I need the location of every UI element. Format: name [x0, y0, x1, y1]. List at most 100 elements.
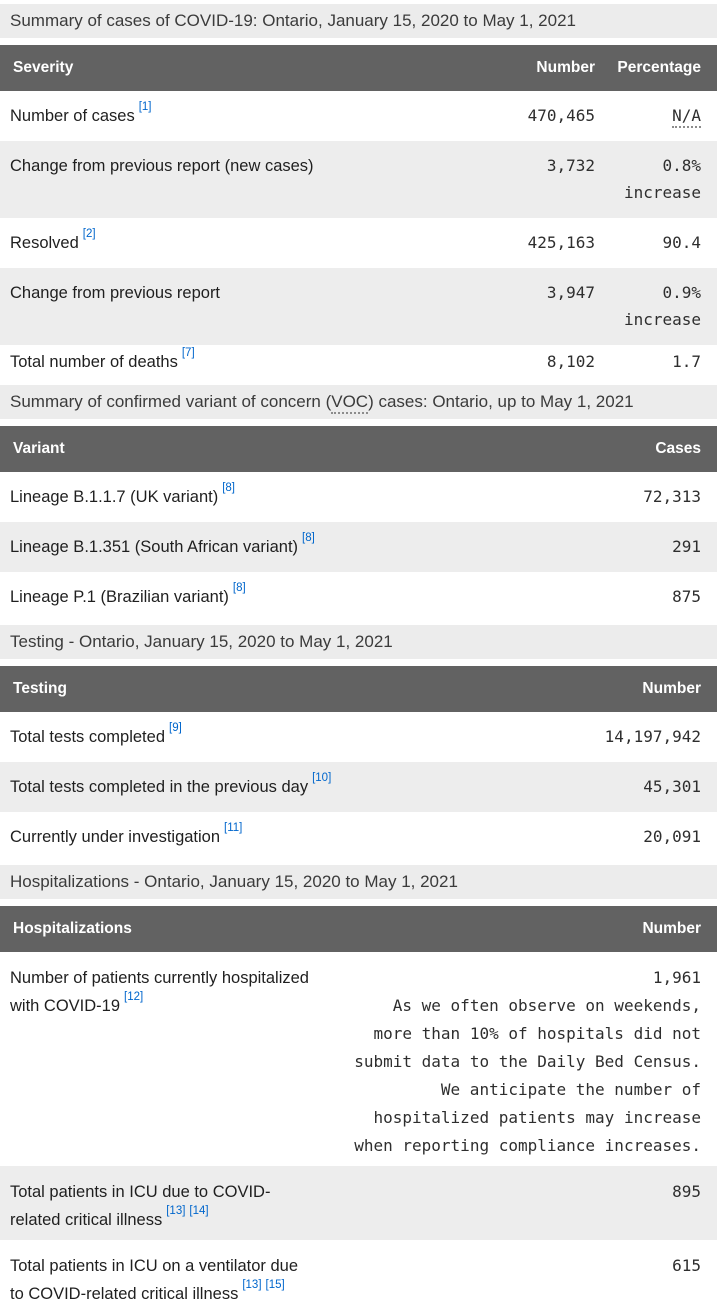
column-header-hospitalizations: Hospitalizations	[13, 920, 132, 937]
table-row: Resolved [2] 425,163 90.4	[0, 218, 717, 268]
row-number-cell: 1,961 As we often observe on weekends, m…	[320, 964, 701, 1160]
footnote-link[interactable]: [7]	[181, 346, 195, 359]
row-label: Resolved [2]	[10, 227, 467, 256]
row-label-text: Resolved	[10, 234, 79, 252]
row-label: Total patients in ICU on a ventilator du…	[10, 1252, 320, 1308]
footnote-link[interactable]: [13]	[166, 1204, 186, 1217]
row-label: Lineage B.1.1.7 (UK variant)[8]	[10, 481, 445, 510]
variants-table-caption: Summary of confirmed variant of concern …	[0, 385, 717, 419]
row-label-text: Total patients in ICU due to COVID-relat…	[10, 1183, 271, 1229]
column-header-number: Number	[536, 59, 595, 76]
footnote-link[interactable]: [13]	[242, 1278, 262, 1291]
footnote-ref: [8]	[302, 532, 315, 544]
hospitalizations-table: Hospitalizations - Ontario, January 15, …	[0, 865, 717, 1309]
row-number: 8,102	[546, 352, 595, 371]
row-number: 45,301	[643, 777, 702, 796]
column-header-cases: Cases	[655, 440, 702, 457]
footnote-ref: [7]	[182, 347, 195, 359]
row-label: Total tests completed in the previous da…	[10, 772, 493, 800]
row-label-text: Total tests completed in the previous da…	[10, 778, 309, 796]
row-label: Total patients in ICU due to COVID-relat…	[10, 1178, 320, 1234]
row-percentage: 0.8% increase	[595, 153, 701, 206]
row-label-text: Lineage P.1 (Brazilian variant)	[10, 588, 229, 606]
row-number: 291	[672, 537, 702, 556]
row-number-cell: 895	[320, 1178, 701, 1234]
table-row: Currently under investigation[11] 20,091	[0, 812, 717, 862]
row-percentage: N/A	[595, 103, 701, 129]
hospitalizations-table-caption: Hospitalizations - Ontario, January 15, …	[0, 865, 717, 899]
hospitalizations-table-header: Hospitalizations Number	[0, 906, 717, 952]
row-label-text: Lineage B.1.1.7 (UK variant)	[10, 488, 219, 506]
row-percentage: 1.7	[672, 352, 701, 371]
table-row: Number of patients currently hospitalize…	[0, 952, 717, 1166]
footnote-ref: [8]	[233, 582, 246, 594]
row-number: 895	[672, 1182, 701, 1201]
row-label-text: Number of patients currently hospitalize…	[10, 969, 309, 1015]
testing-table-caption: Testing - Ontario, January 15, 2020 to M…	[0, 625, 717, 659]
row-label: Change from previous report	[10, 280, 467, 333]
column-header-testing: Testing	[13, 680, 67, 697]
column-header-number: Number	[642, 920, 702, 937]
column-header-variant: Variant	[13, 440, 65, 457]
footnote-ref: [14]	[189, 1205, 208, 1217]
note-line: As we often observe on weekends,	[392, 996, 701, 1015]
footnote-ref: [1]	[139, 101, 152, 113]
caption-text: ) cases: Ontario, up to May 1, 2021	[368, 392, 634, 411]
column-header-percentage: Percentage	[617, 59, 701, 76]
row-label-text: Lineage B.1.351 (South African variant)	[10, 538, 299, 556]
footnote-link[interactable]: [9]	[169, 721, 182, 734]
row-label-text: Total tests completed	[10, 728, 165, 746]
row-label: Lineage B.1.351 (South African variant)[…	[10, 532, 499, 560]
table-row: Lineage B.1.1.7 (UK variant)[8] 72,313	[0, 472, 717, 522]
row-number: 1,961	[652, 968, 701, 987]
row-percentage: 90.4	[662, 233, 701, 252]
row-number: 875	[672, 587, 701, 606]
footnote-link[interactable]: [8]	[222, 481, 235, 494]
row-number: 20,091	[643, 827, 701, 846]
footnote-link[interactable]: [1]	[138, 100, 152, 113]
table-row: Total tests completed in the previous da…	[0, 762, 717, 812]
testing-table: Testing - Ontario, January 15, 2020 to M…	[0, 625, 717, 862]
note-line: more than 10% of hospitals did not	[373, 1024, 701, 1043]
row-label: Total tests completed [9]	[10, 722, 399, 750]
footnote-link[interactable]: [10]	[312, 771, 332, 784]
row-percentage: 0.9% increase	[595, 280, 701, 333]
row-number: 3,947	[546, 283, 595, 302]
footnote-ref: [10]	[312, 772, 331, 784]
footnote-ref: [12]	[124, 991, 143, 1003]
footnote-link[interactable]: [8]	[232, 581, 246, 594]
row-label: Number of patients currently hospitalize…	[10, 964, 320, 1160]
footnote-link[interactable]: [8]	[302, 531, 315, 544]
footnote-link[interactable]: [2]	[82, 227, 96, 240]
table-row: Total patients in ICU due to COVID-relat…	[0, 1166, 717, 1240]
row-number: 470,465	[527, 106, 595, 125]
footnote-ref: [13]	[242, 1279, 261, 1291]
table-row: Lineage B.1.351 (South African variant)[…	[0, 522, 717, 572]
footnote-link[interactable]: [14]	[189, 1204, 209, 1217]
row-label-text: Change from previous report	[10, 284, 221, 302]
footnote-link[interactable]: [15]	[265, 1278, 285, 1291]
severity-table: Summary of cases of COVID-19: Ontario, J…	[0, 4, 717, 382]
table-row: Change from previous report (new cases) …	[0, 141, 717, 218]
footnote-ref: [9]	[169, 722, 182, 734]
footnote-link[interactable]: [12]	[124, 990, 144, 1003]
row-number: 615	[672, 1256, 701, 1275]
column-header-severity: Severity	[13, 59, 74, 76]
row-label: Total number of deaths [7]	[10, 347, 467, 375]
percentage-qualifier: increase	[623, 310, 701, 329]
percentage-value: 0.8%	[662, 156, 701, 175]
column-header-number: Number	[642, 680, 701, 697]
row-label-text: Total patients in ICU on a ventilator du…	[10, 1257, 299, 1303]
row-number-cell: 615	[320, 1252, 701, 1308]
testing-table-header: Testing Number	[0, 666, 717, 712]
row-label: Number of cases [1]	[10, 101, 467, 129]
table-row: Total number of deaths [7] 8,102 1.7	[0, 345, 717, 382]
footnote-link[interactable]: [11]	[224, 821, 243, 834]
table-row: Number of cases [1] 470,465 N/A	[0, 91, 717, 141]
caption-text: Summary of confirmed variant of concern …	[10, 392, 332, 411]
note-line: submit data to the Daily Bed Census.	[354, 1052, 701, 1071]
table-row: Change from previous report 3,947 0.9% i…	[0, 268, 717, 345]
row-number: 14,197,942	[604, 727, 701, 746]
footnote-ref: [13]	[166, 1205, 185, 1217]
note-line: We anticipate the number of	[440, 1080, 701, 1099]
